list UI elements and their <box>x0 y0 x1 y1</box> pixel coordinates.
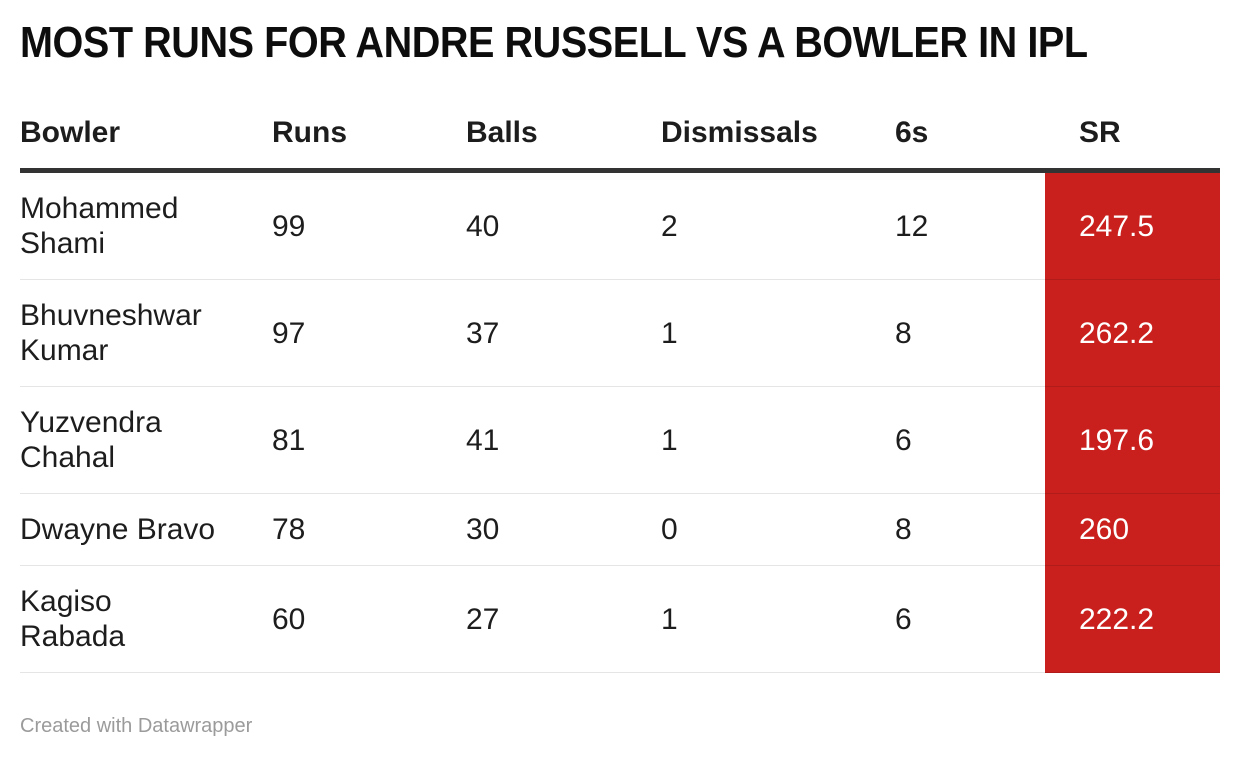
dismissals-cell: 1 <box>661 386 895 494</box>
sr-cell: 222.2 <box>1045 565 1220 673</box>
header-row: Bowler Runs Balls Dismissals 6s SR <box>20 68 1220 173</box>
table-row: Kagiso Rabada 60 27 1 6 222.2 <box>20 565 1220 673</box>
sixes-cell: 8 <box>895 493 1045 566</box>
runs-cell: 99 <box>272 170 466 280</box>
column-header-sr: SR <box>1045 68 1220 173</box>
sr-cell: 197.6 <box>1045 386 1220 494</box>
dismissals-cell: 1 <box>661 279 895 387</box>
balls-cell: 30 <box>466 493 661 566</box>
bowler-cell: Kagiso Rabada <box>20 565 272 673</box>
bowler-cell: Dwayne Bravo <box>20 493 272 566</box>
balls-cell: 41 <box>466 386 661 494</box>
dismissals-cell: 2 <box>661 170 895 280</box>
sixes-cell: 6 <box>895 386 1045 494</box>
bowler-cell: Mohammed Shami <box>20 170 272 280</box>
runs-cell: 81 <box>272 386 466 494</box>
runs-cell: 60 <box>272 565 466 673</box>
sixes-cell: 6 <box>895 565 1045 673</box>
runs-cell: 78 <box>272 493 466 566</box>
sixes-cell: 8 <box>895 279 1045 387</box>
sr-cell: 260 <box>1045 493 1220 566</box>
stats-table: Bowler Runs Balls Dismissals 6s SR Moham… <box>20 68 1220 673</box>
dismissals-cell: 1 <box>661 565 895 673</box>
table-row: Yuzvendra Chahal 81 41 1 6 197.6 <box>20 386 1220 494</box>
bowler-cell: Bhuvneshwar Kumar <box>20 279 272 387</box>
balls-cell: 27 <box>466 565 661 673</box>
sixes-cell: 12 <box>895 170 1045 280</box>
column-header-dismissals: Dismissals <box>661 68 895 173</box>
table-row: Dwayne Bravo 78 30 0 8 260 <box>20 493 1220 566</box>
dismissals-cell: 0 <box>661 493 895 566</box>
sr-cell: 262.2 <box>1045 279 1220 387</box>
page-title: MOST RUNS FOR ANDRE RUSSELL VS A BOWLER … <box>20 18 1088 67</box>
balls-cell: 37 <box>466 279 661 387</box>
table-header: Bowler Runs Balls Dismissals 6s SR <box>20 68 1220 173</box>
sr-cell: 247.5 <box>1045 170 1220 280</box>
column-header-runs: Runs <box>272 68 466 173</box>
balls-cell: 40 <box>466 170 661 280</box>
table-row: Bhuvneshwar Kumar 97 37 1 8 262.2 <box>20 279 1220 387</box>
bowler-cell: Yuzvendra Chahal <box>20 386 272 494</box>
column-header-balls: Balls <box>466 68 661 173</box>
table-body: Mohammed Shami 99 40 2 12 247.5 Bhuvneshwar Ku… <box>20 170 1220 673</box>
table-row: Mohammed Shami 99 40 2 12 247.5 <box>20 170 1220 280</box>
column-header-6s: 6s <box>895 68 1045 173</box>
datawrapper-credit-link[interactable]: Created with Datawrapper <box>20 715 253 737</box>
runs-cell: 97 <box>272 279 466 387</box>
column-header-bowler: Bowler <box>20 68 272 173</box>
